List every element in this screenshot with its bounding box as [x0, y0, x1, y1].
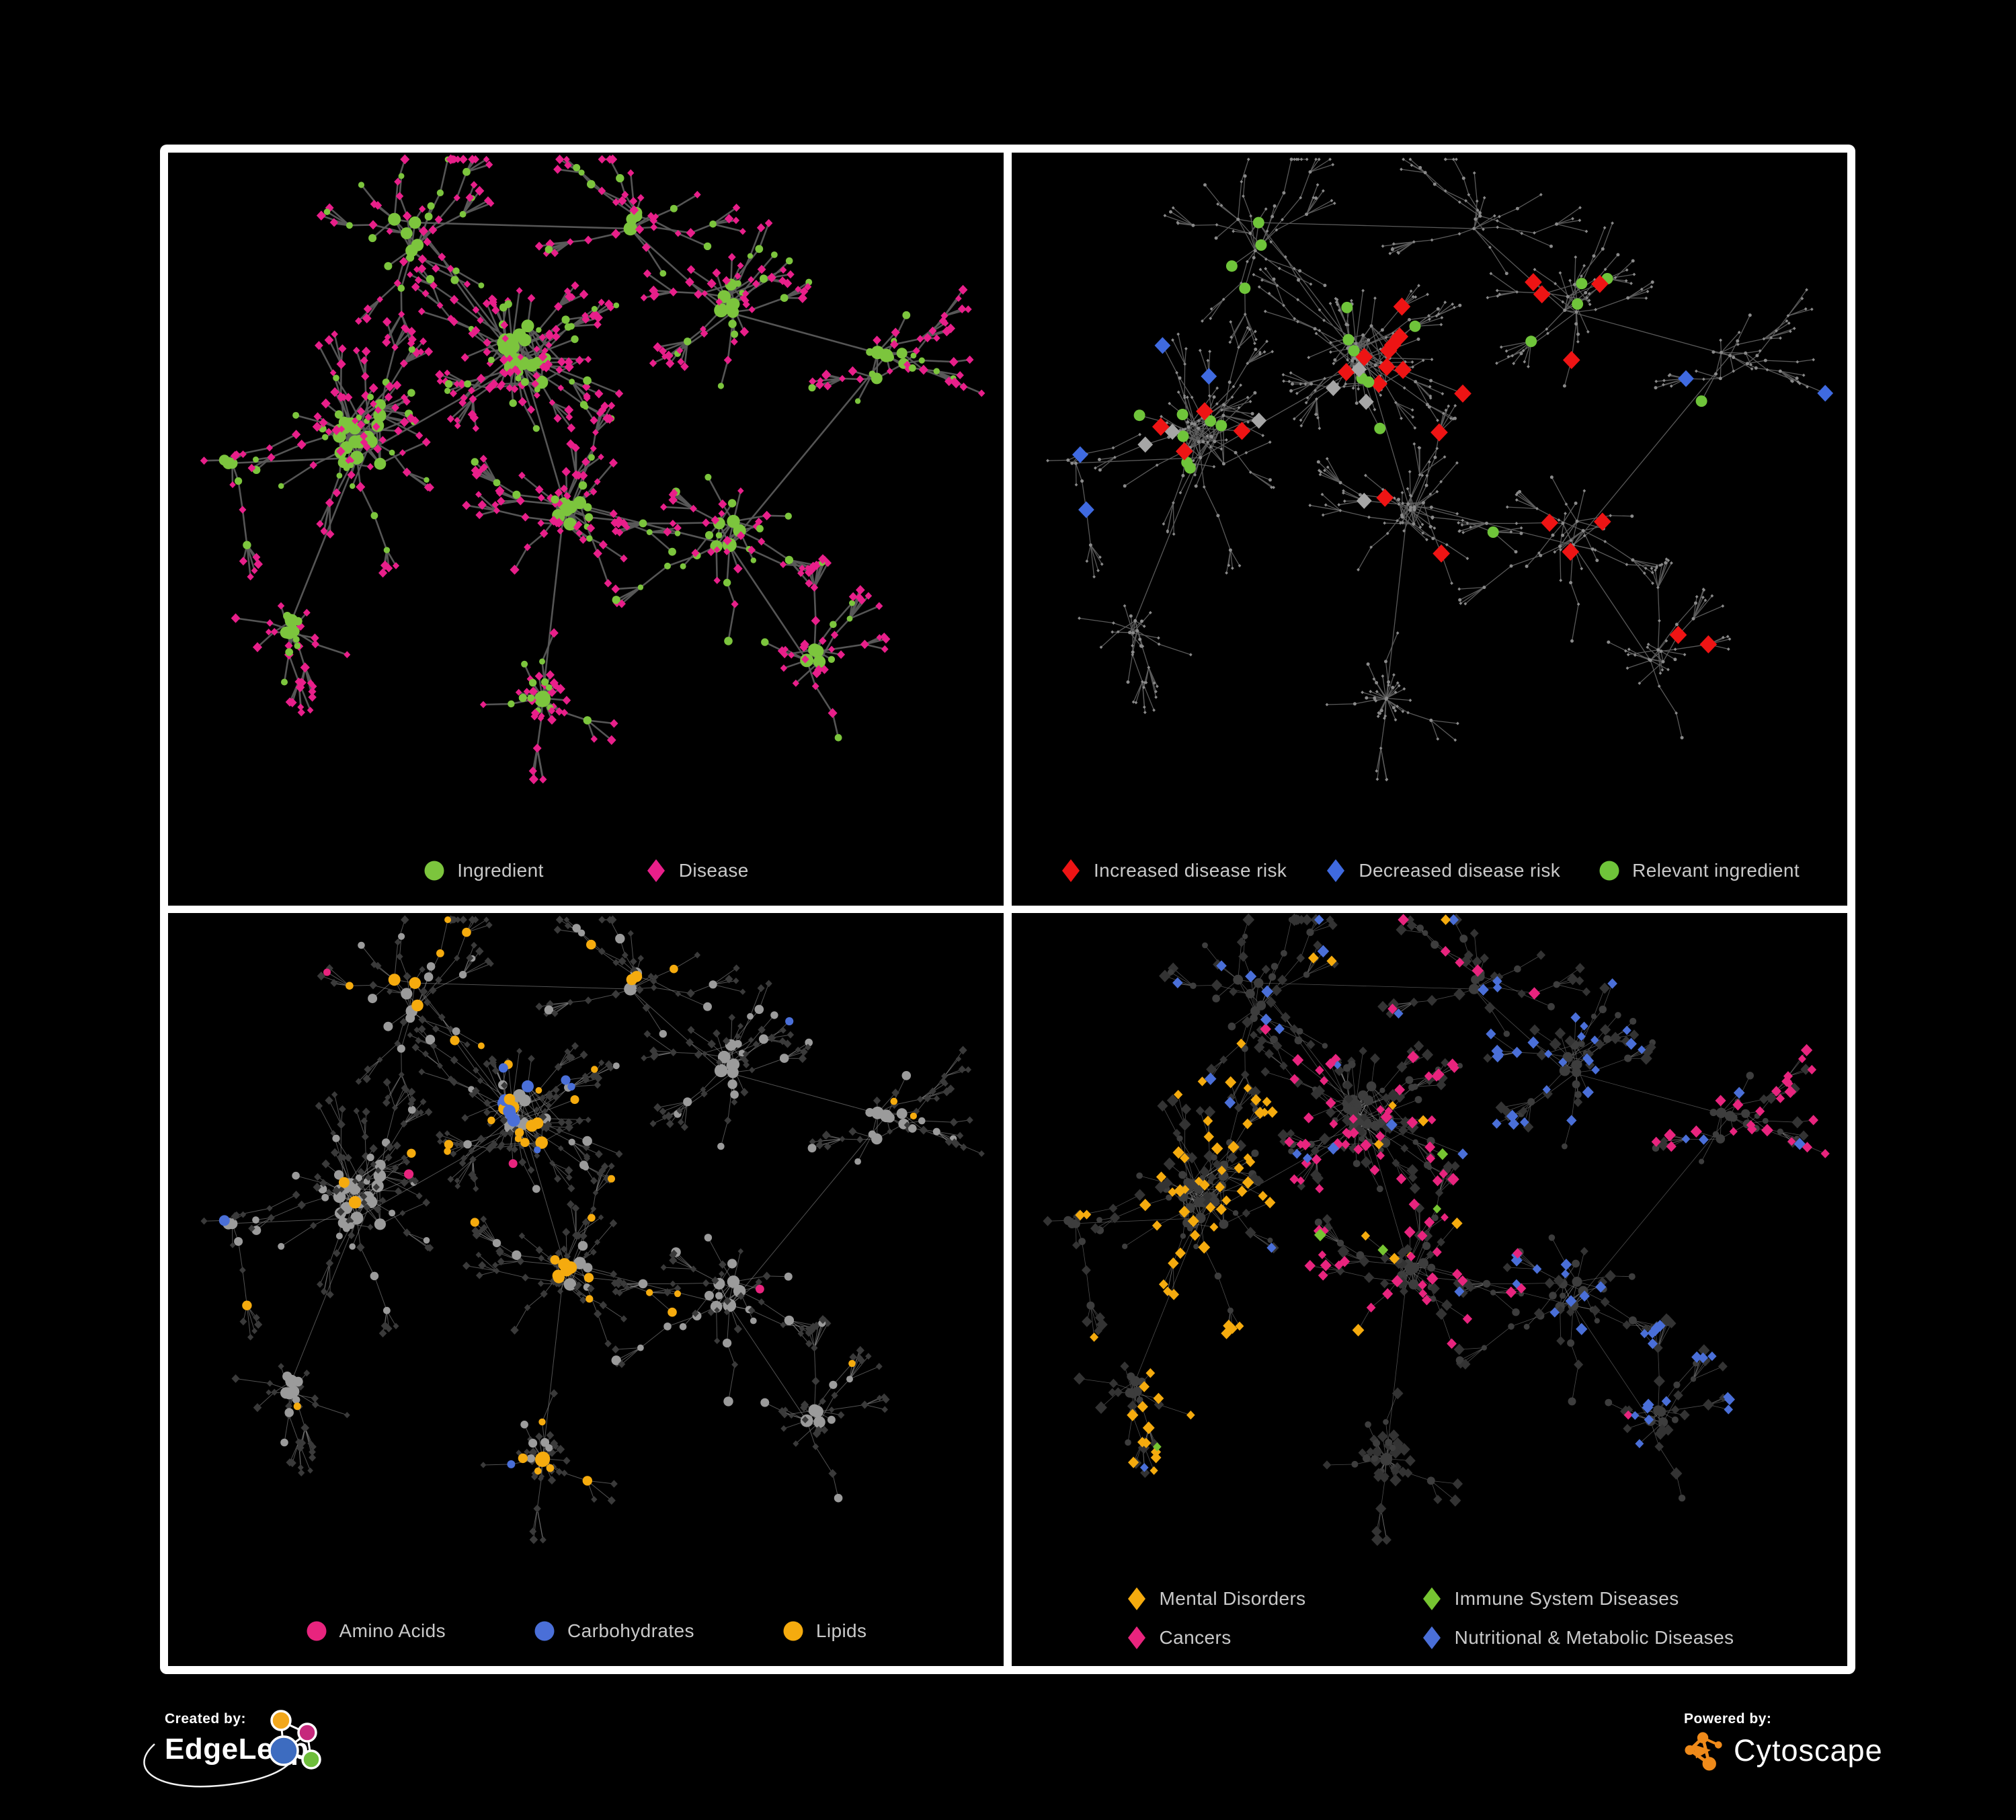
legend-label-ingredient: Ingredient: [457, 860, 544, 881]
legend-label-decreased-disease-risk: Decreased disease risk: [1359, 860, 1561, 881]
legend-label-immune-system-diseases: Immune System Diseases: [1454, 1588, 1679, 1609]
circle-swatch-icon: [1599, 861, 1619, 881]
diamond-swatch-icon: [1327, 859, 1345, 882]
legend-label-disease: Disease: [678, 860, 749, 881]
cytoscape-wordmark: Cytoscape: [1734, 1733, 1883, 1768]
legend-item-cancers: Cancers: [1125, 1624, 1232, 1651]
cytoscape-logo-icon: [1685, 1732, 1722, 1771]
panel-ingredient-disease: Ingredient Disease: [168, 153, 1004, 906]
legend-item-disease: Disease: [645, 857, 749, 884]
legend-nutrient-classes: Amino Acids Carbohydrates Lipids: [168, 1618, 1004, 1645]
circle-swatch-icon: [534, 1621, 555, 1641]
edgeleap-wordmark: EdgeLeap: [165, 1733, 309, 1766]
panel-grid-frame: Ingredient Disease Increased disease risk…: [160, 145, 1855, 1674]
legend-label-cancers: Cancers: [1159, 1627, 1232, 1648]
powered-by-label: Powered by:: [1684, 1711, 1772, 1727]
legend-label-mental-disorders: Mental Disorders: [1159, 1588, 1306, 1609]
legend-item-carbohydrates: Carbohydrates: [533, 1618, 694, 1645]
legend-disease-classes: Mental Disorders Immune System Diseases Ca…: [1012, 1585, 1847, 1651]
legend-label-lipids: Lipids: [815, 1620, 867, 1641]
legend-item-nutritional-metabolic-diseases: Nutritional & Metabolic Diseases: [1420, 1624, 1734, 1651]
created-by-block: Created by: EdgeLeap: [165, 1711, 309, 1766]
legend-item-mental-disorders: Mental Disorders: [1125, 1585, 1306, 1612]
network-canvas-ingredient-disease: [200, 154, 985, 785]
diamond-swatch-icon: [1127, 1587, 1145, 1610]
circle-swatch-icon: [307, 1621, 327, 1641]
legend-ingredient-disease: Ingredient Disease: [168, 857, 1004, 884]
panel-disease-classes: Mental Disorders Immune System Diseases Ca…: [1012, 913, 1847, 1666]
panel-nutrient-classes: Amino Acids Carbohydrates Lipids: [168, 913, 1004, 1666]
panel-disease-risk: Increased disease risk Decreased disease …: [1012, 153, 1847, 906]
circle-swatch-icon: [783, 1621, 803, 1641]
diamond-swatch-icon: [1422, 1587, 1441, 1610]
diamond-swatch-icon: [1422, 1626, 1441, 1649]
legend-item-ingredient: Ingredient: [423, 857, 544, 884]
legend-item-increased-disease-risk: Increased disease risk: [1059, 857, 1287, 884]
powered-by-block: Powered by: Cytoscape: [1684, 1711, 1883, 1772]
network-canvas-disease-risk: [1046, 157, 1834, 782]
legend-item-immune-system-diseases: Immune System Diseases: [1420, 1585, 1679, 1612]
legend-item-decreased-disease-risk: Decreased disease risk: [1324, 857, 1560, 884]
network-canvas-nutrient-classes: [200, 915, 985, 1544]
legend-label-nutritional-metabolic-diseases: Nutritional & Metabolic Diseases: [1454, 1627, 1734, 1648]
diamond-swatch-icon: [1061, 859, 1080, 882]
legend-label-carbohydrates: Carbohydrates: [567, 1620, 694, 1641]
diamond-swatch-icon: [1127, 1626, 1145, 1649]
created-by-label: Created by:: [165, 1711, 247, 1727]
horizontal-divider: [168, 905, 1847, 913]
network-canvas-disease-classes: [1043, 913, 1830, 1546]
legend-item-amino-acids: Amino Acids: [305, 1618, 446, 1645]
legend-item-relevant-ingredient: Relevant ingredient: [1598, 857, 1800, 884]
legend-item-lipids: Lipids: [782, 1618, 867, 1645]
circle-swatch-icon: [424, 861, 444, 881]
legend-label-relevant-ingredient: Relevant ingredient: [1632, 860, 1800, 881]
legend-disease-risk: Increased disease risk Decreased disease …: [1012, 857, 1847, 884]
legend-label-increased-disease-risk: Increased disease risk: [1093, 860, 1287, 881]
legend-label-amino-acids: Amino Acids: [339, 1620, 446, 1641]
diamond-swatch-icon: [647, 859, 665, 882]
